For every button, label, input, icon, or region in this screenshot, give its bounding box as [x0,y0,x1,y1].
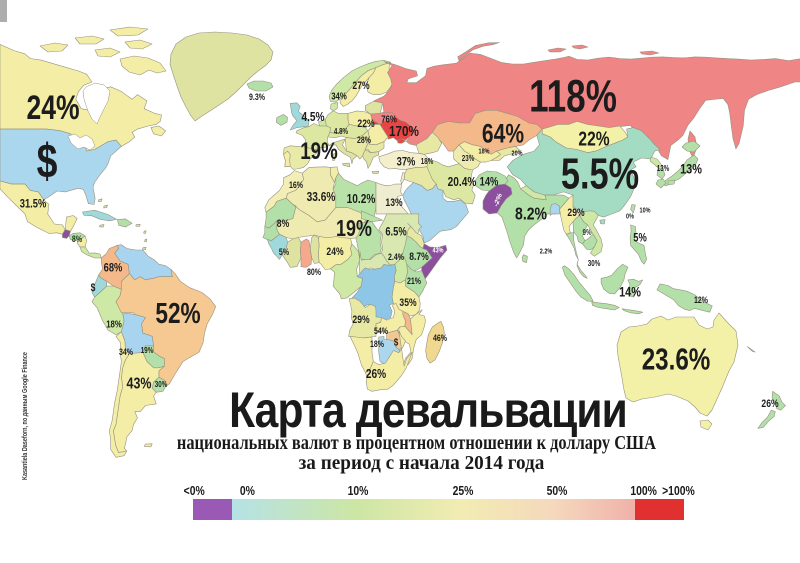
svg-text:34%: 34% [119,347,133,357]
svg-text:2.4%: 2.4% [388,252,404,262]
svg-text:10.2%: 10.2% [347,192,376,206]
svg-text:43%: 43% [127,375,152,393]
svg-text:13%: 13% [385,197,402,209]
svg-text:20.4%: 20.4% [448,175,477,189]
svg-text:9.3%: 9.3% [249,92,265,102]
svg-text:14%: 14% [480,175,499,188]
svg-text:18%: 18% [479,148,490,156]
svg-text:64%: 64% [482,119,524,149]
svg-text:13%: 13% [657,165,670,174]
svg-text:19%: 19% [141,347,154,356]
svg-text:14%: 14% [619,284,641,300]
svg-text:33.6%: 33.6% [307,190,336,204]
svg-text:29%: 29% [567,207,584,219]
svg-text:5%: 5% [279,247,289,257]
svg-text:22%: 22% [357,118,374,130]
svg-text:8.2%: 8.2% [515,204,547,224]
svg-text:26%: 26% [366,367,387,381]
svg-text:18%: 18% [421,158,434,167]
svg-text:46%: 46% [433,333,447,343]
svg-text:19%: 19% [336,216,372,242]
svg-text:12%: 12% [694,295,708,305]
svg-text:80%: 80% [307,267,321,277]
svg-text:27%: 27% [352,80,369,92]
svg-text:6.5%: 6.5% [385,225,407,238]
svg-text:0%: 0% [626,213,634,221]
svg-text:18%: 18% [106,318,122,329]
svg-text:28%: 28% [357,135,371,145]
svg-text:$: $ [394,336,398,347]
svg-text:8%: 8% [72,234,82,244]
svg-text:23%: 23% [462,155,475,164]
svg-text:22%: 22% [578,128,609,150]
svg-text:29%: 29% [352,314,369,326]
svg-text:24%: 24% [26,89,79,127]
svg-text:16%: 16% [289,180,303,190]
svg-text:4.5%: 4.5% [301,110,325,124]
svg-text:-2%: -2% [493,191,504,208]
svg-text:10%: 10% [640,207,651,215]
svg-text:24%: 24% [326,246,343,258]
svg-text:43%: 43% [433,247,444,255]
svg-text:$: $ [91,282,96,294]
svg-text:5%: 5% [633,231,647,244]
svg-text:5.5%: 5.5% [561,149,639,198]
svg-text:31.5%: 31.5% [20,197,47,210]
svg-text:30%: 30% [155,381,168,390]
svg-text:30%: 30% [588,260,601,269]
svg-text:21%: 21% [407,276,421,286]
svg-text:23.6%: 23.6% [642,342,711,377]
svg-text:$: $ [37,135,58,189]
svg-text:68%: 68% [104,261,123,274]
svg-text:2.2%: 2.2% [540,248,553,256]
svg-text:8.7%: 8.7% [409,251,429,263]
svg-text:37%: 37% [397,155,416,168]
svg-text:18%: 18% [370,339,384,349]
svg-text:35%: 35% [399,297,416,309]
svg-text:9%: 9% [583,229,593,238]
svg-text:26%: 26% [761,398,778,410]
svg-text:170%: 170% [389,123,419,140]
svg-text:4.8%: 4.8% [334,128,349,137]
svg-text:8%: 8% [277,218,290,230]
svg-text:52%: 52% [155,296,200,329]
svg-text:54%: 54% [374,326,388,336]
svg-text:19%: 19% [300,138,337,165]
svg-text:76%: 76% [381,113,397,124]
svg-text:13%: 13% [680,161,702,177]
svg-text:20%: 20% [512,150,523,158]
svg-text:118%: 118% [529,70,617,121]
svg-text:34%: 34% [331,90,347,101]
